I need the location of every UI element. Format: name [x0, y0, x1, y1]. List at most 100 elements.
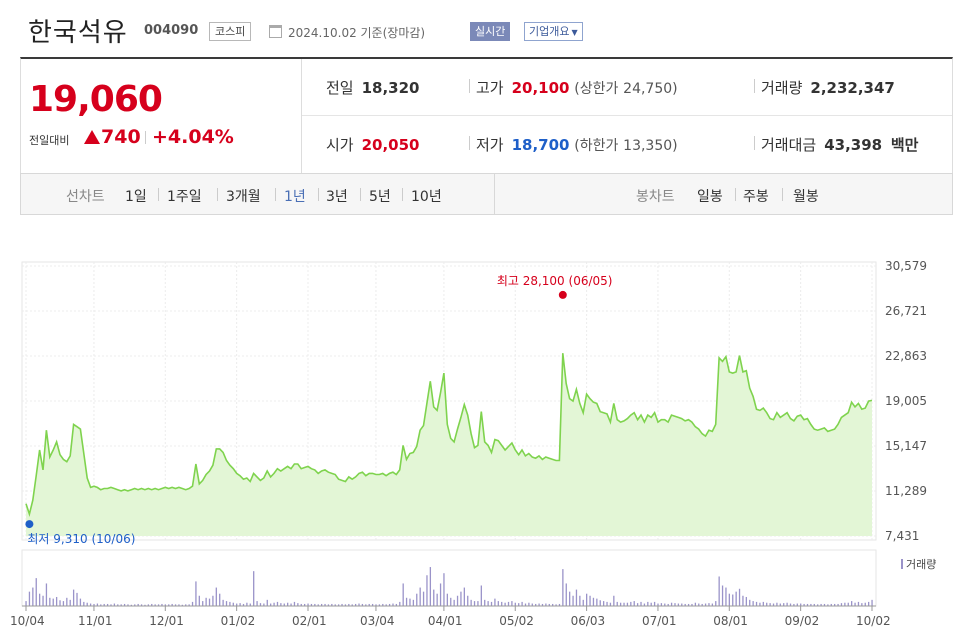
stock-code: 004090	[144, 23, 199, 38]
volume-bar	[212, 595, 214, 606]
volume-bar	[864, 602, 866, 606]
volume-bar	[253, 571, 255, 606]
volume-bar	[565, 583, 567, 606]
volume-bar	[806, 603, 809, 606]
volume-bar	[426, 575, 428, 606]
volume-bar	[314, 603, 316, 606]
volume-bar	[796, 603, 798, 606]
volume-bar	[409, 598, 411, 606]
volume-bar	[484, 599, 486, 606]
volume-bar	[535, 603, 537, 606]
range-3y[interactable]: 3년	[326, 189, 348, 205]
volume-bar	[154, 604, 156, 606]
volume-bar	[62, 601, 65, 606]
volume-bar	[687, 603, 690, 606]
volume-bar	[742, 595, 744, 606]
volume-bar	[266, 599, 268, 606]
range-1d[interactable]: 1일	[125, 189, 147, 205]
volume-bar	[365, 604, 367, 606]
volume-bar	[304, 603, 306, 606]
volume-bar	[480, 585, 482, 606]
volume-bar	[745, 596, 747, 606]
volume-bar	[616, 601, 618, 606]
volume-bar	[307, 603, 309, 606]
candle-daily[interactable]: 일봉	[697, 189, 723, 205]
volume-bar	[569, 591, 571, 606]
quote-panel: 19,060 전일대비 740 +4.04% 전일 18,320 고가 20,100…	[20, 57, 953, 173]
volume-bar	[650, 602, 652, 606]
price-change: 740	[101, 126, 141, 148]
volume-bar	[113, 603, 116, 606]
min-label: 최저 9,310 (10/06)	[27, 532, 135, 546]
volume-bar	[42, 595, 44, 606]
x-tick-label: 08/01	[713, 614, 748, 628]
volume-bar	[847, 602, 849, 606]
change-label: 전일대비	[29, 134, 70, 147]
open-label: 시가	[326, 136, 354, 154]
volume-bar	[388, 603, 391, 606]
open-value: 20,050	[361, 136, 420, 154]
range-5y[interactable]: 5년	[369, 189, 391, 205]
volume-bar	[293, 601, 296, 606]
volume-bar	[378, 604, 381, 606]
volume-bar	[456, 595, 459, 606]
x-tick-label: 10/02	[856, 614, 891, 628]
range-1w[interactable]: 1주일	[167, 189, 202, 205]
volume-bar	[609, 602, 612, 606]
volume-bar	[460, 591, 462, 606]
range-10y[interactable]: 10년	[411, 189, 442, 205]
volume-bar	[871, 599, 873, 606]
volume-bar	[453, 599, 455, 606]
volume-bar	[164, 604, 167, 606]
volume-bar	[470, 599, 472, 606]
volume-bar	[215, 587, 217, 606]
volume-bar	[222, 599, 224, 606]
y-tick-label: 11,289	[885, 484, 927, 498]
volume-bar	[647, 601, 649, 606]
volume-bar	[120, 604, 122, 606]
volume-bar	[640, 601, 642, 606]
volume-bar	[52, 598, 54, 606]
volume-bar	[623, 602, 625, 606]
volume-bar	[290, 603, 292, 606]
volume-bar	[463, 587, 465, 606]
volume-bar	[514, 602, 516, 606]
volume-bar	[246, 602, 248, 606]
y-axis: 30,579 26,721 22,863 19,005 15,147 11,289 7,43…	[885, 259, 927, 543]
candle-monthly[interactable]: 월봉	[793, 189, 819, 205]
divider	[275, 188, 276, 201]
market-badge: 코스피	[209, 22, 252, 41]
volume-bar	[89, 603, 92, 606]
volume-bar	[501, 601, 503, 606]
x-tick-label: 10/04	[10, 614, 45, 628]
volume-bar	[317, 604, 319, 606]
price-panel: 19,060 전일대비 740 +4.04%	[21, 59, 302, 173]
y-tick-label: 30,579	[885, 259, 927, 273]
volume-bar	[507, 601, 510, 606]
volume-bar	[575, 589, 578, 606]
volume-bar	[236, 603, 238, 606]
volume-bar	[66, 597, 68, 606]
volume-bar	[467, 595, 469, 606]
prev-close-value: 18,320	[361, 79, 420, 97]
trade-amount-unit: 백만	[890, 136, 919, 154]
volume-bar	[755, 601, 758, 606]
volume-bar	[375, 604, 377, 606]
max-marker	[558, 290, 567, 299]
volume-bar	[636, 603, 639, 606]
volume-bar	[157, 604, 160, 606]
volume-bar	[161, 603, 163, 606]
range-1y[interactable]: 1년	[284, 189, 306, 205]
candle-weekly[interactable]: 주봉	[743, 189, 769, 205]
volume-bar	[100, 604, 102, 606]
volume-bar	[96, 603, 99, 606]
volume-bar	[602, 601, 605, 606]
volume-bar	[300, 603, 302, 606]
volume-bar	[344, 604, 347, 606]
company-overview-dropdown[interactable]: 기업개요 ▼	[524, 22, 583, 41]
realtime-button[interactable]: 실시간	[470, 22, 511, 41]
volume-bar	[732, 594, 734, 606]
range-3m[interactable]: 3개월	[226, 189, 261, 205]
x-tick-label: 06/03	[571, 614, 606, 628]
volume-bar	[592, 597, 595, 606]
